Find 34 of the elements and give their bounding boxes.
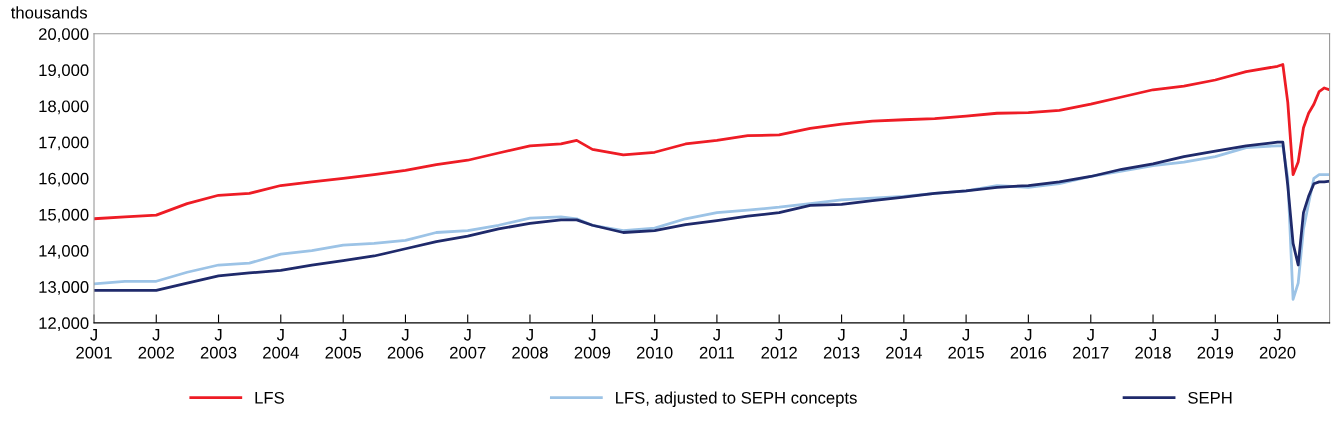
y-tick-label: 20,000 — [39, 28, 89, 42]
x-tick-label: J 2019 — [1197, 329, 1234, 359]
y-tick-label: 14,000 — [39, 244, 89, 259]
x-tick-label: J 2008 — [512, 329, 548, 359]
x-tick-label: J 2005 — [325, 329, 362, 359]
legend-label: SEPH — [1188, 391, 1232, 404]
x-tick-label: J 2012 — [761, 329, 797, 359]
x-tick-label: J 2016 — [1010, 329, 1047, 359]
x-tick-label: J 2018 — [1135, 329, 1171, 359]
x-tick-label: J 2010 — [636, 329, 673, 359]
x-tick-label: J 2001 — [76, 329, 112, 359]
x-tick-label: J 2002 — [138, 329, 174, 359]
x-tick-label: J 2011 — [699, 329, 735, 359]
x-tick-label: J 2007 — [450, 329, 486, 359]
x-tick-label: J 2020 — [1259, 329, 1296, 359]
y-axis-title: thousands — [11, 6, 88, 19]
x-tick-label: J 2004 — [263, 329, 299, 359]
y-tick-label: 17,000 — [39, 136, 89, 151]
x-tick-label: J 2013 — [823, 329, 860, 359]
line-series — [94, 63, 1330, 221]
legend-label: LFS, adjusted to SEPH concepts — [616, 391, 857, 407]
y-tick-label: 15,000 — [39, 208, 89, 223]
y-tick-label: 18,000 — [39, 100, 89, 115]
x-tick-label: J 2017 — [1073, 329, 1109, 359]
x-tick-label: J 2006 — [387, 329, 424, 359]
y-tick-label: 13,000 — [39, 281, 89, 295]
y-tick-label: 12,000 — [39, 317, 89, 331]
x-tick-label: J 2009 — [574, 329, 611, 359]
y-tick-label: 16,000 — [39, 172, 89, 187]
y-tick-label: 19,000 — [39, 64, 89, 79]
x-tick-label: J 2015 — [948, 329, 984, 359]
legend-label: LFS — [255, 391, 284, 404]
x-tick-label: J 2003 — [200, 329, 237, 359]
x-tick-label: J 2014 — [886, 329, 922, 359]
